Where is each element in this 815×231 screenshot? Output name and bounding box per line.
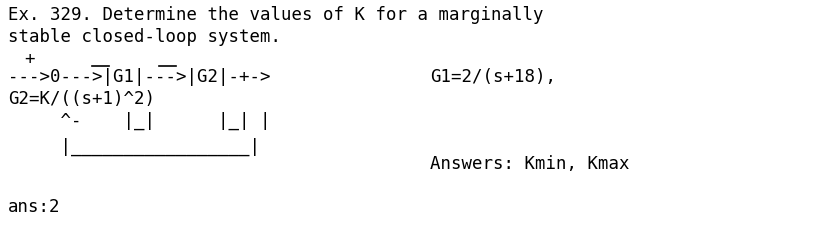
Text: --->0--->|G1|--->|G2|-+->: --->0--->|G1|--->|G2|-+->: [8, 68, 271, 86]
Text: Answers: Kmin, Kmax: Answers: Kmin, Kmax: [430, 154, 629, 172]
Text: stable closed-loop system.: stable closed-loop system.: [8, 28, 281, 46]
Text: ans:2: ans:2: [8, 197, 60, 215]
Text: G2=K/((s+1)^2): G2=K/((s+1)^2): [8, 90, 155, 108]
Text: Ex. 329. Determine the values of K for a marginally: Ex. 329. Determine the values of K for a…: [8, 6, 544, 24]
Text: G1=2/(s+18),: G1=2/(s+18),: [430, 68, 556, 86]
Text: ^-    |_|      |_| |: ^- |_| |_| |: [8, 112, 271, 130]
Text: |_________________|: |_________________|: [8, 137, 260, 156]
Text: +: +: [24, 50, 34, 68]
